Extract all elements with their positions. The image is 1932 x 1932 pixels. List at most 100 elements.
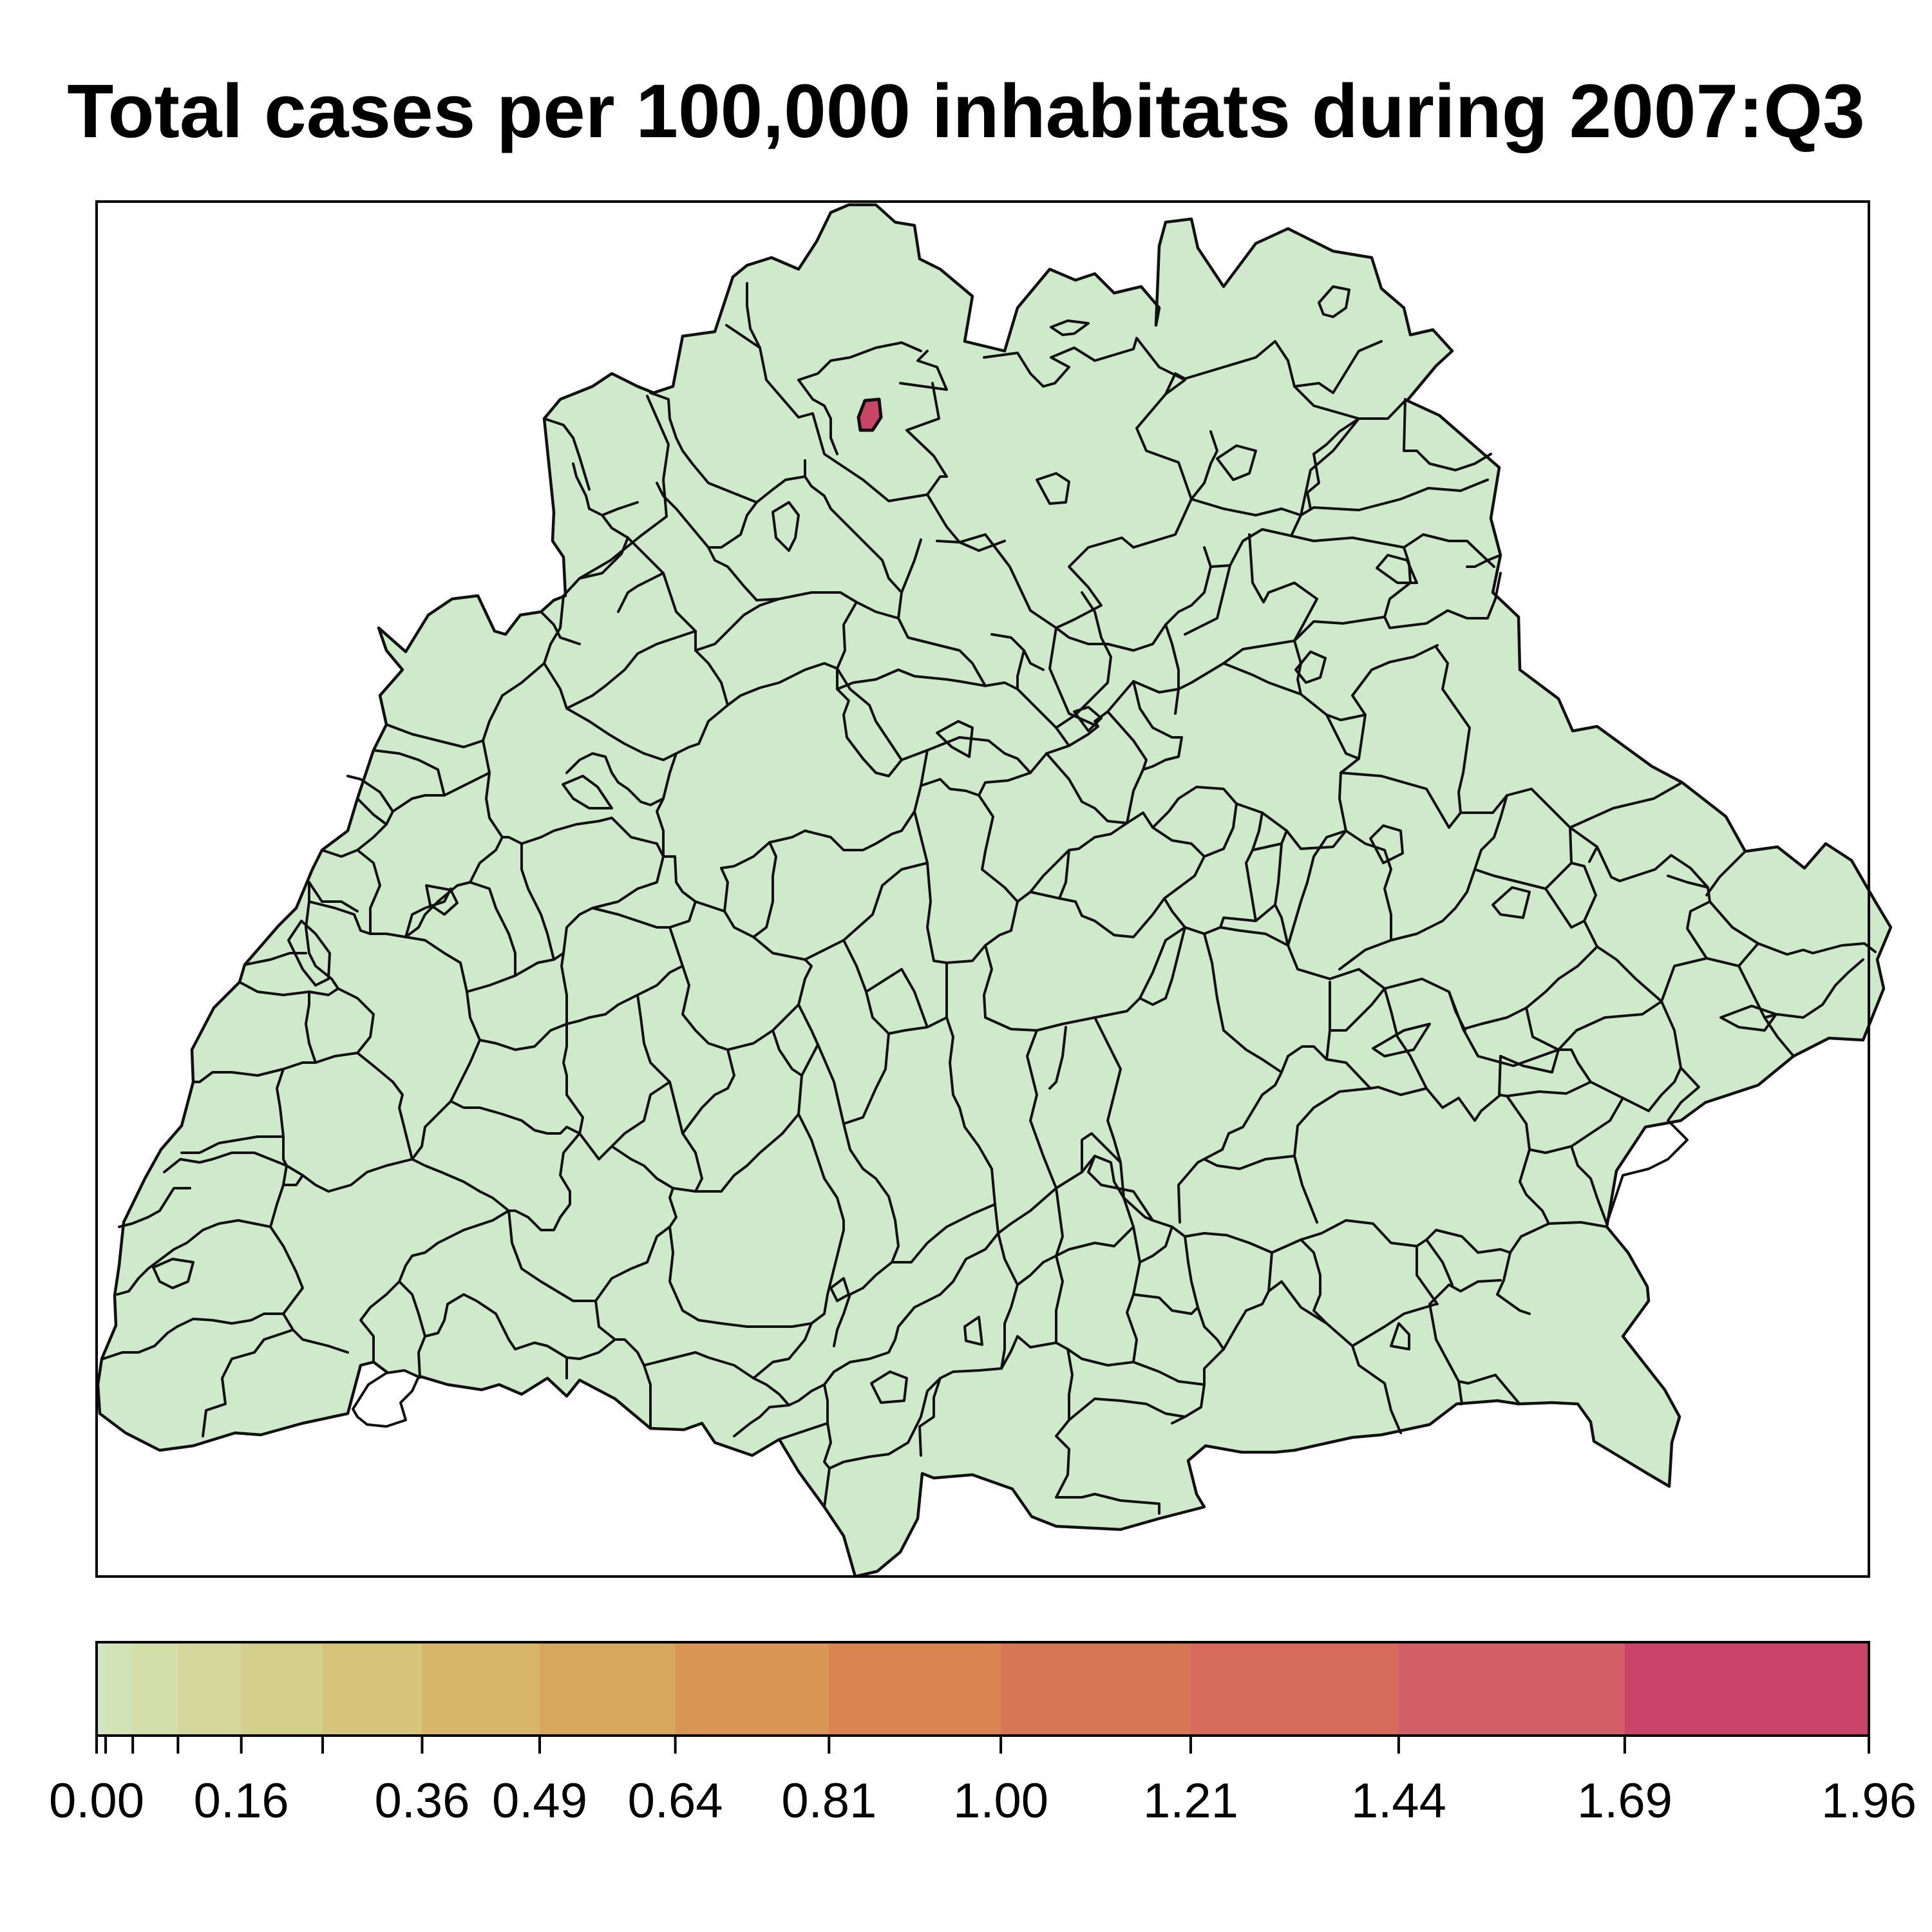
district-border: [1647, 1066, 1682, 1112]
district-border: [411, 1039, 481, 1160]
district-border: [936, 540, 1006, 552]
city-district: [1073, 706, 1103, 732]
district-border: [1569, 781, 1683, 829]
district-border: [308, 881, 359, 913]
district-border: [404, 887, 452, 938]
district-border: [1055, 1155, 1439, 1305]
district-border: [1132, 680, 1183, 739]
district-border: [591, 900, 697, 929]
city-district: [425, 884, 459, 916]
district-border: [926, 475, 948, 496]
district-border: [865, 968, 929, 1028]
city-district: [152, 1258, 194, 1289]
district-border: [920, 778, 980, 797]
district-border: [565, 752, 665, 806]
district-border: [1329, 987, 1386, 1032]
city-district: [1390, 1322, 1410, 1350]
city-district: [1372, 1023, 1431, 1057]
district-border: [1139, 1226, 1173, 1264]
district-border: [983, 944, 993, 1019]
district-border: [891, 1203, 996, 1264]
district-border: [636, 994, 703, 1193]
district-border: [926, 862, 1019, 964]
legend-bin-12: [1398, 1642, 1625, 1736]
district-border: [501, 594, 565, 697]
district-border: [305, 990, 317, 1064]
district-border: [1058, 811, 1206, 900]
district-border: [202, 1329, 294, 1437]
district-border: [398, 1209, 510, 1338]
district-border: [1448, 990, 1466, 1032]
district-border: [1055, 1226, 1135, 1257]
district-border: [1300, 478, 1489, 516]
district-border: [1163, 897, 1186, 929]
map-panel: [95, 200, 1893, 1578]
district-border: [359, 1280, 401, 1363]
district-border: [180, 1135, 285, 1154]
district-border: [752, 841, 777, 938]
district-border: [1029, 849, 1070, 893]
district-border: [1055, 627, 1109, 645]
city-district: [1036, 472, 1070, 505]
district-border: [478, 1190, 597, 1302]
legend-bin-11: [1190, 1642, 1399, 1736]
district-border: [1345, 829, 1392, 942]
legend-bin-7: [540, 1642, 676, 1736]
district-border: [588, 507, 729, 706]
district-border: [1016, 649, 1025, 690]
district-border: [918, 1377, 942, 1457]
city-district: [870, 1370, 908, 1404]
district-border: [1383, 987, 1428, 1090]
district-border: [1605, 1000, 1700, 1225]
legend-bin-1: [106, 1642, 133, 1736]
district-border: [478, 1016, 591, 1051]
map-title: Total cases per 100,000 inhabitats durin…: [67, 69, 1865, 154]
district-border: [1248, 533, 1318, 642]
district-border: [1066, 1348, 1074, 1421]
lake-shape: [352, 1369, 420, 1428]
lake-constance: [352, 1369, 420, 1428]
district-border: [356, 849, 381, 935]
district-border: [1026, 1029, 1057, 1189]
legend-bin-9: [829, 1642, 1001, 1736]
district-border: [668, 1132, 784, 1228]
district-border: [617, 572, 665, 613]
district-border: [1528, 1097, 1624, 1154]
district-border: [1383, 546, 1502, 629]
district-border: [797, 341, 922, 381]
district-border: [1151, 786, 1198, 829]
district-border: [1203, 1280, 1402, 1434]
district-border: [1351, 1303, 1437, 1347]
district-border: [1055, 1341, 1135, 1367]
district-border: [1081, 1132, 1125, 1199]
district-border: [649, 392, 758, 504]
district-border: [1667, 875, 1709, 889]
district-border: [543, 417, 591, 491]
district-border: [855, 601, 900, 620]
district-border: [778, 1422, 829, 1441]
district-border: [1081, 591, 1112, 697]
legend-bin-10: [1001, 1642, 1191, 1736]
district-border: [1190, 498, 1302, 516]
district-border: [243, 952, 307, 966]
district-border: [1428, 1279, 1520, 1404]
district-border: [720, 867, 729, 913]
district-border: [565, 630, 697, 710]
district-border: [385, 723, 484, 748]
district-border: [1525, 1007, 1560, 1051]
district-border: [1306, 453, 1320, 510]
district-border: [321, 849, 359, 858]
district-border: [578, 1081, 671, 1160]
district-border: [1094, 1016, 1122, 1164]
district-border: [1203, 904, 1276, 935]
district-border: [781, 939, 890, 1135]
district-border: [1126, 736, 1183, 824]
city-district: [963, 1316, 983, 1346]
district-border: [372, 749, 446, 797]
district-border: [833, 1122, 900, 1347]
city-district: [772, 501, 800, 552]
district-border: [560, 855, 665, 1025]
district-border: [694, 598, 781, 652]
district-border: [572, 462, 591, 510]
